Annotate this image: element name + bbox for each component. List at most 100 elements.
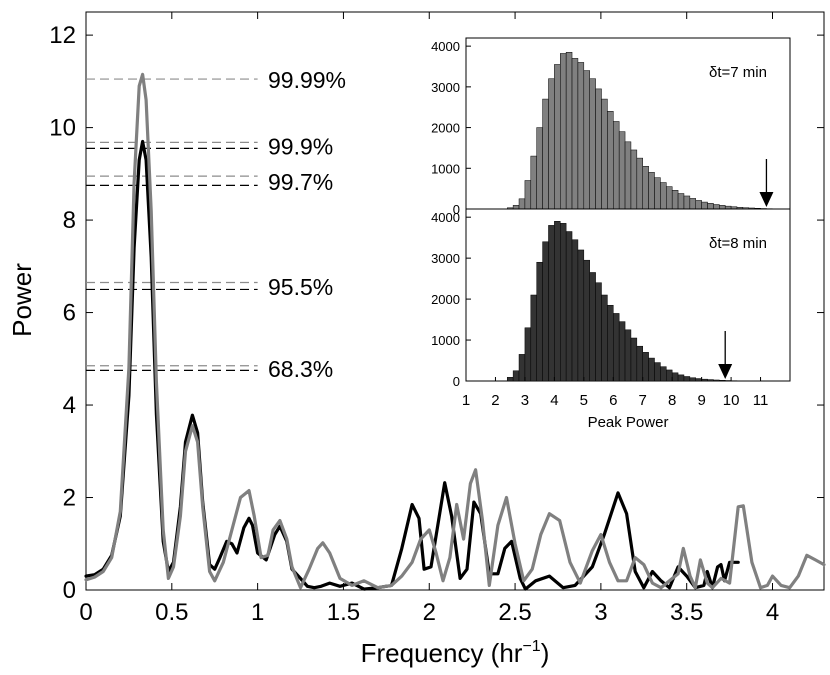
histogram-bar <box>531 156 537 209</box>
histogram-bar <box>578 250 584 381</box>
histogram-bar <box>619 322 625 381</box>
histogram-bar <box>513 205 519 209</box>
histogram-bar <box>507 377 513 381</box>
inset-y-tick-label: 1000 <box>431 333 460 348</box>
inset-x-tick-label: 10 <box>723 392 740 409</box>
histogram-bar <box>601 295 607 381</box>
inset-y-tick-label: 2000 <box>431 292 460 307</box>
x-tick-label: 2 <box>423 599 436 626</box>
histogram-bar <box>678 375 684 381</box>
histogram-bar <box>672 190 678 209</box>
inset-x-tick-label: 11 <box>753 392 769 409</box>
histogram-bar <box>519 354 525 381</box>
y-tick-label: 8 <box>63 207 76 234</box>
histogram-bar <box>713 205 719 209</box>
histogram-bar <box>719 380 725 381</box>
histogram-bar <box>596 89 602 209</box>
histogram-bar <box>572 58 578 209</box>
histogram-bar <box>531 295 537 381</box>
inset-x-tick-label: 8 <box>668 392 676 409</box>
histogram-bar <box>655 178 661 209</box>
histogram-bar <box>643 352 649 381</box>
histogram-bar <box>525 328 531 381</box>
histogram-bar <box>548 225 554 381</box>
histogram-bar <box>525 181 531 210</box>
histogram-bar <box>708 203 714 209</box>
histogram-bar <box>566 232 572 381</box>
y-tick-label: 12 <box>49 22 76 49</box>
inset-x-tick-label: 3 <box>521 392 529 409</box>
inset-y-tick-label: 1000 <box>431 161 460 176</box>
inset-x-tick-label: 5 <box>580 392 588 409</box>
inset-y-tick-label: 0 <box>453 374 460 389</box>
x-tick-label: 3 <box>594 599 607 626</box>
inset-y-tick-label: 4000 <box>431 39 460 54</box>
histogram-bar <box>637 346 643 381</box>
histogram-bar <box>702 379 708 381</box>
inset-y-tick-label: 3000 <box>431 80 460 95</box>
significance-label: 99.9% <box>268 133 333 159</box>
x-axis-label-main: Frequency (hr <box>361 638 523 668</box>
histogram-bar <box>596 283 602 381</box>
histogram-bar <box>666 187 672 209</box>
histogram-bar <box>613 313 619 381</box>
histogram-bar <box>543 242 549 381</box>
histogram-bar <box>601 99 607 209</box>
inset-x-tick-label: 7 <box>639 392 647 409</box>
histogram-bar <box>643 166 649 209</box>
histogram-bar <box>713 380 719 381</box>
inset-y-tick-label: 2000 <box>431 121 460 136</box>
histogram-bar <box>613 121 619 209</box>
x-tick-label: 0.5 <box>155 599 188 626</box>
histogram-bar <box>572 240 578 381</box>
x-tick-label: 4 <box>766 599 779 626</box>
significance-label: 99.7% <box>268 169 333 195</box>
histogram-bar <box>708 380 714 381</box>
inset-x-tick-label: 4 <box>550 392 558 409</box>
histogram-bar <box>554 221 560 381</box>
histogram-bar <box>649 358 655 381</box>
inset-y-tick-label: 4000 <box>431 210 460 225</box>
histogram-bar <box>684 196 690 209</box>
x-tick-label: 2.5 <box>498 599 531 626</box>
histogram-bar <box>625 330 631 381</box>
histogram-bar <box>619 132 625 209</box>
histogram-bar <box>660 183 666 209</box>
histogram-bar <box>690 198 696 209</box>
inset-x-tick-label: 6 <box>609 392 617 409</box>
histogram-bar <box>655 363 661 381</box>
y-tick-label: 6 <box>63 300 76 327</box>
inset-x-axis-label: Peak Power <box>588 414 669 431</box>
y-axis-label: Power <box>7 263 37 337</box>
histogram-bar <box>584 71 590 209</box>
histogram-bar <box>666 370 672 381</box>
significance-label: 99.99% <box>268 67 346 93</box>
inset-panel-label: δt=7 min <box>709 64 767 81</box>
y-tick-label: 4 <box>63 392 76 419</box>
inset-x-tick-label: 1 <box>462 392 470 409</box>
histogram-bar <box>696 200 702 209</box>
x-axis-label-close: ) <box>541 638 550 668</box>
x-tick-label: 0 <box>79 599 92 626</box>
histogram-bar <box>607 305 613 381</box>
histogram-bar <box>590 272 596 381</box>
histogram-bar <box>578 62 584 209</box>
histogram-bar <box>590 79 596 209</box>
histogram-bar <box>684 376 690 381</box>
histogram-bar <box>554 64 560 209</box>
histogram-bar <box>678 194 684 209</box>
inset-x-tick-label: 9 <box>697 392 705 409</box>
histogram-bar <box>566 52 572 209</box>
histogram-bar <box>584 260 590 381</box>
histogram-bar <box>537 128 543 209</box>
histogram-bar <box>548 79 554 209</box>
y-tick-label: 10 <box>49 115 76 142</box>
histogram-bar <box>560 223 566 381</box>
x-tick-label: 3.5 <box>670 599 703 626</box>
histogram-bar <box>560 53 566 209</box>
histogram-bar <box>719 205 725 209</box>
histogram-bar <box>537 262 543 381</box>
